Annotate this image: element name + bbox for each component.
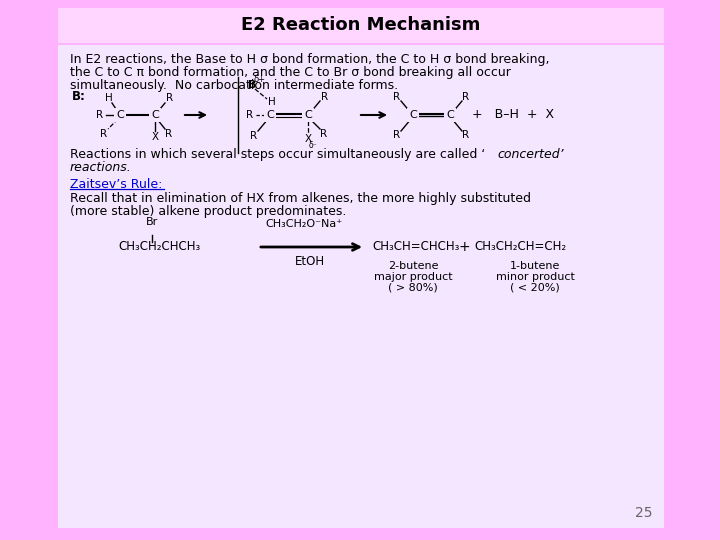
Text: R: R	[96, 110, 104, 120]
Text: CH₃CH₂CHCH₃: CH₃CH₂CHCH₃	[118, 240, 200, 253]
Bar	[58, 8, 664, 43]
Text: EtOH: EtOH	[295, 255, 325, 268]
Text: Br: Br	[146, 217, 158, 227]
Text: C: C	[304, 110, 312, 120]
Text: δ⁻: δ⁻	[309, 140, 318, 150]
Text: CH₃CH=CHCH₃: CH₃CH=CHCH₃	[372, 240, 459, 253]
Text: ( < 20%): ( < 20%)	[510, 283, 560, 293]
Text: (more stable) alkene product predominates.: (more stable) alkene product predominate…	[70, 205, 346, 218]
Text: R: R	[166, 93, 174, 103]
Text: R: R	[321, 92, 328, 102]
Text: Reactions in which several steps occur simultaneously are called ‘: Reactions in which several steps occur s…	[70, 148, 485, 161]
Text: Recall that in elimination of HX from alkenes, the more highly substituted: Recall that in elimination of HX from al…	[70, 192, 531, 205]
Text: Zaitsev’s Rule:: Zaitsev’s Rule:	[70, 178, 163, 191]
Bar	[58, 45, 664, 528]
Text: C: C	[116, 110, 124, 120]
Text: 1-butene: 1-butene	[510, 261, 560, 271]
Text: 2-butene: 2-butene	[388, 261, 438, 271]
Text: simultaneously.  No carbocation intermediate forms.: simultaneously. No carbocation intermedi…	[70, 79, 398, 92]
Text: ( > 80%): ( > 80%)	[388, 283, 438, 293]
Text: the C to C π bond formation, and the C to Br σ bond breaking all occur: the C to C π bond formation, and the C t…	[70, 66, 511, 79]
Text: R: R	[246, 110, 253, 120]
Text: In E2 reactions, the Base to H σ bond formation, the C to H σ bond breaking,: In E2 reactions, the Base to H σ bond fo…	[70, 53, 549, 66]
Text: R: R	[166, 129, 173, 139]
Text: R: R	[462, 92, 469, 102]
Text: B:: B:	[72, 91, 86, 104]
Text: R: R	[100, 129, 107, 139]
Text: CH₃CH₂O⁻Na⁺: CH₃CH₂O⁻Na⁺	[265, 219, 342, 229]
Text: H: H	[105, 93, 113, 103]
Text: major product: major product	[374, 272, 452, 282]
Text: H: H	[268, 97, 276, 107]
Text: B: B	[248, 80, 256, 90]
Text: R: R	[393, 130, 400, 140]
Text: R: R	[462, 130, 469, 140]
Text: δ+: δ+	[253, 75, 265, 84]
Text: R: R	[393, 92, 400, 102]
Text: R: R	[320, 129, 328, 139]
Text: X: X	[151, 132, 158, 142]
Text: concerted’: concerted’	[497, 148, 564, 161]
Text: CH₃CH₂CH=CH₂: CH₃CH₂CH=CH₂	[474, 240, 566, 253]
Text: 25: 25	[636, 506, 653, 520]
Text: C: C	[446, 110, 454, 120]
Text: C: C	[409, 110, 417, 120]
Text: reactions.: reactions.	[70, 161, 132, 174]
Text: E2 Reaction Mechanism: E2 Reaction Mechanism	[241, 17, 481, 35]
Text: R: R	[251, 131, 258, 141]
Text: C: C	[266, 110, 274, 120]
Text: minor product: minor product	[495, 272, 575, 282]
Text: +: +	[458, 240, 470, 254]
Text: C: C	[151, 110, 159, 120]
Text: X: X	[305, 134, 312, 144]
Text: +   B–H  +  X: + B–H + X	[472, 109, 554, 122]
